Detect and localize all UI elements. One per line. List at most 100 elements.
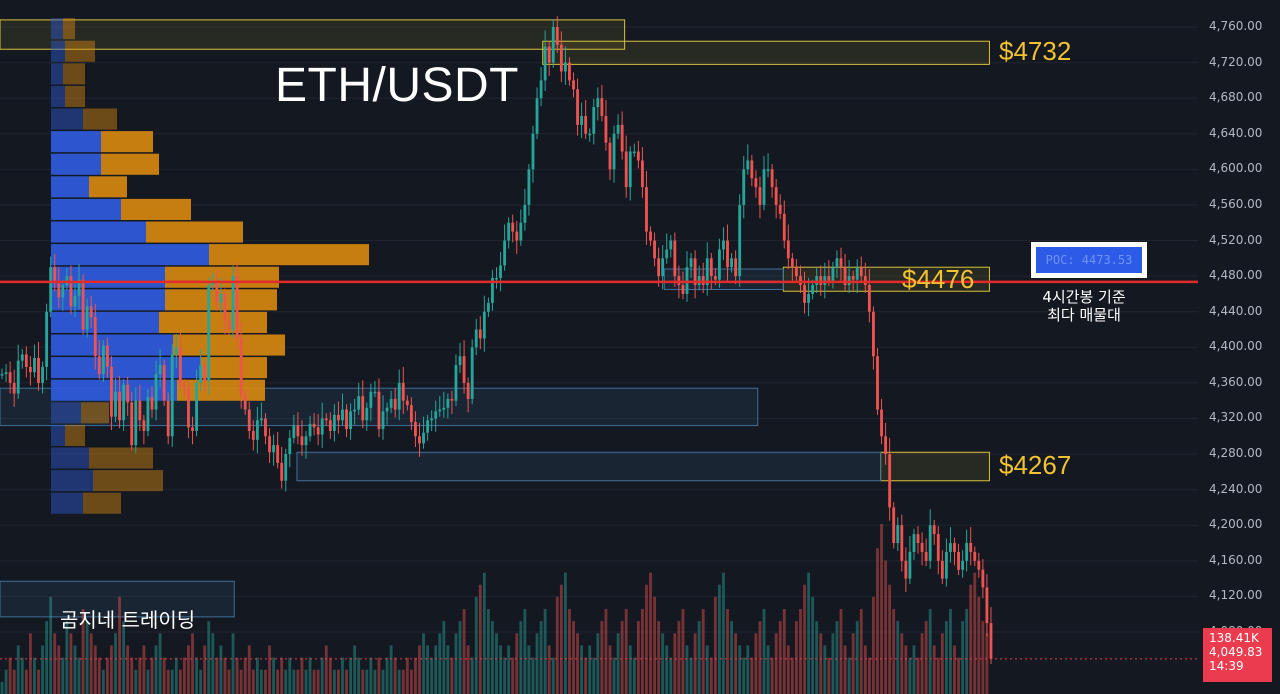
candle-body — [211, 283, 215, 286]
profile-buy-bar — [51, 153, 101, 175]
candle-body — [154, 373, 158, 410]
volume-bar — [150, 657, 154, 694]
volume-bar — [126, 645, 130, 694]
candle-body — [985, 587, 989, 624]
profile-buy-bar — [51, 63, 63, 85]
volume-bar — [28, 633, 32, 694]
candle-body — [965, 543, 969, 561]
volume-bar — [961, 621, 965, 694]
volume-bar — [215, 657, 219, 694]
volume-bar — [709, 657, 713, 694]
volume-bar — [195, 657, 198, 694]
volume-bar — [859, 609, 863, 694]
profile-buy-bar — [51, 85, 65, 107]
candle-body — [527, 169, 531, 205]
volume-bar — [815, 621, 819, 694]
volume-bar — [665, 645, 669, 694]
volume-bar — [422, 633, 425, 694]
candle-body — [207, 285, 211, 382]
candle-body — [867, 285, 871, 312]
volume-bar — [551, 657, 555, 694]
volume-bar — [426, 645, 430, 694]
candle-body — [499, 265, 502, 278]
volume-bar — [705, 645, 709, 694]
candle-body — [454, 365, 458, 401]
volume-bar — [203, 645, 207, 694]
volume-bar — [199, 669, 203, 694]
candle-body — [717, 249, 721, 280]
profile-buy-bar — [51, 131, 101, 153]
candle-body — [563, 62, 567, 72]
volume-bar — [535, 633, 539, 694]
candle-body — [353, 409, 357, 412]
candle-body — [519, 222, 523, 241]
volume-bar — [786, 645, 790, 694]
candle-body — [4, 372, 8, 374]
volume-bar — [280, 657, 284, 694]
candle-body — [896, 525, 900, 544]
profile-sell-bar — [65, 424, 85, 446]
candle-body — [892, 507, 896, 544]
candle-body — [110, 366, 113, 417]
volume-bar — [24, 669, 28, 694]
volume-bar — [37, 669, 40, 694]
candle-body — [255, 420, 259, 440]
volume-bar — [365, 669, 369, 694]
candle-body — [762, 169, 766, 205]
candle-body — [969, 543, 973, 552]
profile-sell-bar — [65, 40, 95, 62]
volume-bar — [790, 657, 794, 694]
candle-body — [345, 409, 348, 430]
volume-bar — [807, 572, 811, 694]
volume-bar — [276, 669, 280, 694]
chart-title: ETH/USDT — [275, 59, 519, 112]
candle-body — [750, 160, 754, 179]
candle-body — [689, 258, 693, 268]
volume-bar — [624, 609, 628, 694]
volume-bar — [596, 633, 600, 694]
volume-bar — [896, 621, 900, 694]
candle-body — [219, 293, 223, 303]
volume-bar — [8, 657, 12, 694]
candle-body — [462, 356, 466, 383]
profile-buy-bar — [51, 470, 93, 492]
candle-body — [105, 345, 109, 367]
candle-body — [458, 356, 462, 366]
candle-body — [337, 414, 340, 421]
candle-body — [365, 407, 369, 421]
volume-bar — [93, 645, 97, 694]
candle-body — [114, 391, 117, 417]
volume-bar — [393, 657, 397, 694]
volume-bar — [260, 669, 263, 694]
volume-bar — [867, 657, 871, 694]
volume-bar — [981, 621, 985, 694]
zone-box-yellow — [0, 19, 626, 50]
volume-bar — [414, 657, 417, 694]
candle-body — [41, 366, 44, 383]
volume-bar — [174, 657, 178, 694]
volume-bar — [563, 572, 567, 694]
volume-bar — [482, 572, 486, 694]
volume-bar — [770, 657, 774, 694]
poc-note-line-1: 4시간봉 기준 — [1042, 288, 1126, 306]
candle-body — [588, 133, 592, 136]
candle-body — [85, 306, 89, 330]
volume-bar — [170, 669, 174, 694]
candle-body — [300, 436, 304, 446]
volume-bar — [750, 657, 754, 694]
volume-bar — [142, 645, 146, 694]
volume-bar — [754, 633, 758, 694]
profile-buy-bar — [51, 244, 209, 266]
volume-bar — [134, 669, 138, 694]
volume-bar — [105, 657, 109, 694]
volume-bar — [576, 633, 579, 694]
candle-body — [799, 276, 802, 286]
candle-body — [600, 98, 604, 116]
candle-body — [746, 160, 750, 170]
candle-body — [693, 258, 697, 286]
candle-body — [191, 427, 194, 431]
volume-bar — [470, 657, 474, 694]
volume-bar — [389, 645, 393, 694]
candle-body — [158, 365, 162, 374]
